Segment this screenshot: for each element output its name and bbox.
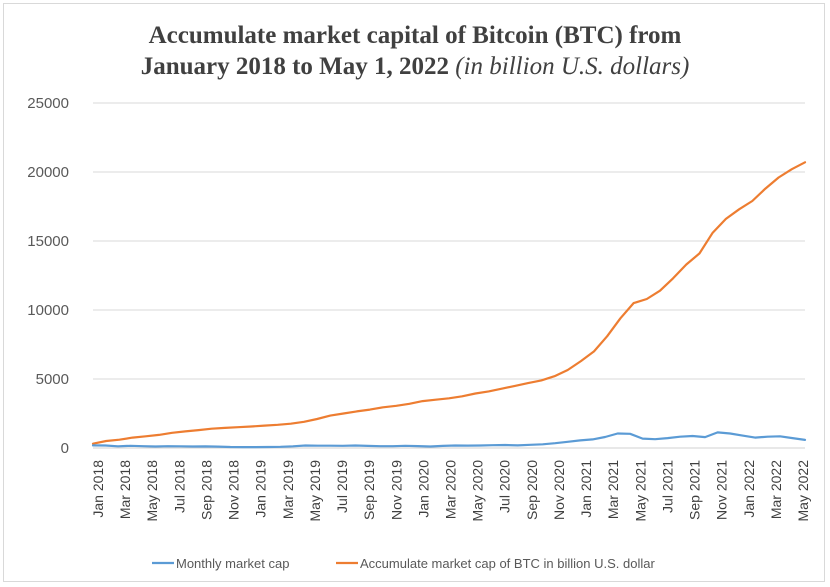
series-lines [91, 161, 807, 449]
chart-title-line2: January 2018 to May 1, 2022 (in billion … [0, 51, 830, 82]
y-tick-label: 20000 [27, 164, 69, 181]
x-tick-label: Jan 2020 [415, 460, 431, 518]
y-tick-label: 0 [61, 440, 69, 457]
x-tick-label: Nov 2021 [714, 460, 730, 520]
x-axis-ticks: Jan 2018 Mar 2018 May 2018 Jul 2018 Sep 2018… [90, 460, 811, 522]
x-tick-label: May 2019 [307, 460, 323, 522]
x-tick-label: Mar 2022 [768, 460, 784, 519]
x-tick-label: Jul 2018 [171, 460, 187, 513]
series-line-0 [91, 431, 807, 449]
legend-label-0: Monthly market cap [176, 556, 289, 571]
y-axis-ticks: 0 5000 10000 15000 20000 25000 [27, 95, 69, 457]
x-tick-label: Jul 2019 [334, 460, 350, 513]
legend: Monthly market cap Accumulate market cap … [152, 556, 655, 571]
chart-title-unit: (in billion U.S. dollars) [455, 53, 690, 80]
x-tick-label: Sep 2020 [524, 460, 540, 520]
x-tick-label: Jan 2019 [253, 460, 269, 518]
x-tick-label: Jan 2018 [90, 460, 106, 518]
y-tick-label: 25000 [27, 95, 69, 112]
chart-title-dates: January 2018 to May 1, 2022 [140, 53, 450, 80]
x-tick-label: Jul 2020 [497, 460, 513, 513]
x-tick-label: Nov 2018 [226, 460, 242, 520]
x-tick-label: Sep 2018 [198, 460, 214, 520]
x-tick-label: Mar 2021 [605, 460, 621, 519]
x-tick-label: May 2022 [795, 460, 811, 522]
chart-title-line1: Accumulate market capital of Bitcoin (BT… [148, 22, 682, 49]
x-tick-label: Mar 2020 [443, 460, 459, 519]
x-tick-label: Jan 2021 [578, 460, 594, 518]
gridlines [93, 102, 805, 449]
chart-title: Accumulate market capital of Bitcoin (BT… [0, 20, 830, 82]
x-tick-label: Nov 2019 [388, 460, 404, 520]
x-tick-label: Jul 2021 [659, 460, 675, 513]
x-tick-label: Nov 2020 [551, 460, 567, 520]
x-tick-label: Sep 2021 [687, 460, 703, 520]
x-tick-label: Mar 2019 [280, 460, 296, 519]
y-tick-label: 15000 [27, 233, 69, 250]
chart-frame [3, 3, 825, 582]
y-tick-label: 5000 [36, 371, 69, 388]
y-tick-label: 10000 [27, 302, 69, 319]
legend-label-1: Accumulate market cap of BTC in billion … [360, 556, 655, 571]
x-tick-label: May 2021 [632, 460, 648, 522]
x-tick-label: Mar 2018 [117, 460, 133, 519]
x-tick-label: Jan 2022 [741, 460, 757, 518]
series-line-1 [91, 161, 807, 445]
x-tick-label: Sep 2019 [361, 460, 377, 520]
x-tick-label: May 2018 [144, 460, 160, 522]
x-tick-label: May 2020 [470, 460, 486, 522]
